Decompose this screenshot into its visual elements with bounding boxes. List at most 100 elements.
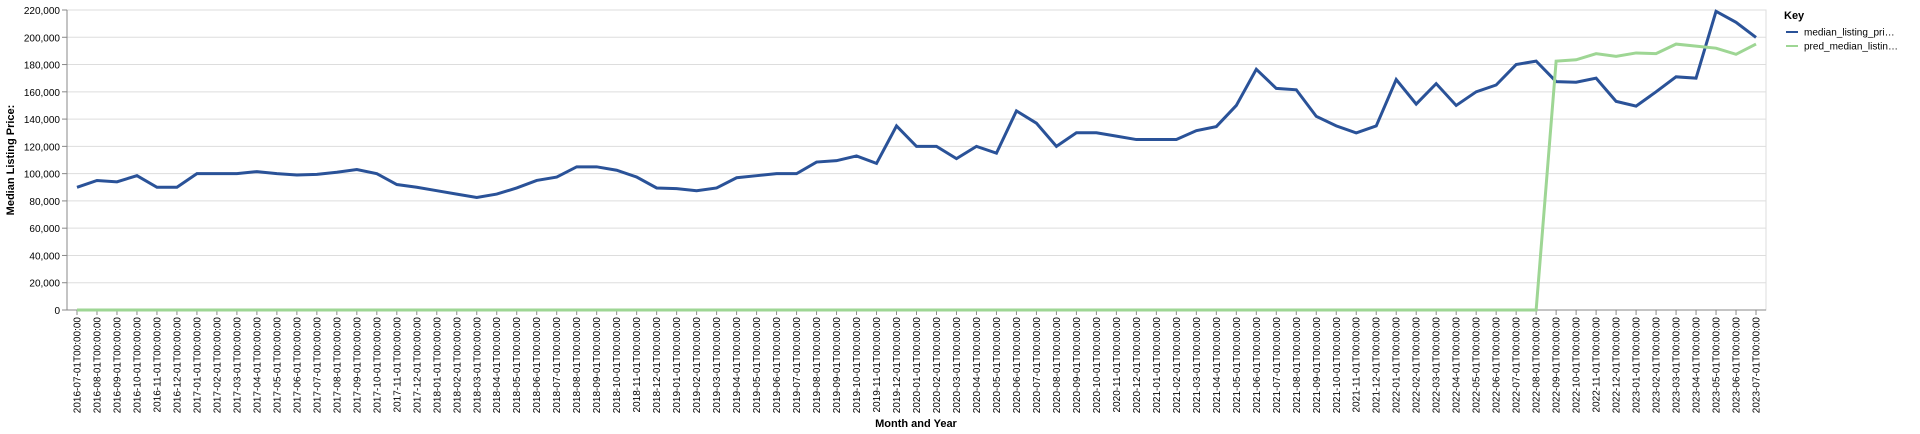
- x-tick-label: 2018-01-01T00:00:00: [432, 317, 443, 414]
- x-tick-label: 2017-07-01T00:00:00: [312, 317, 323, 414]
- x-tick-label: 2019-04-01T00:00:00: [732, 317, 743, 414]
- y-tick-label: 80,000: [29, 197, 60, 208]
- legend-label: median_listing_pri…: [1804, 28, 1895, 39]
- x-tick-label: 2021-11-01T00:00:00: [1352, 317, 1363, 413]
- x-tick-label: 2017-11-01T00:00:00: [392, 317, 403, 413]
- y-tick-label: 0: [54, 306, 60, 317]
- x-tick-label: 2019-08-01T00:00:00: [812, 317, 823, 414]
- x-tick-label: 2022-06-01T00:00:00: [1492, 317, 1503, 414]
- x-tick-label: 2022-03-01T00:00:00: [1432, 317, 1443, 414]
- x-tick-label: 2020-04-01T00:00:00: [972, 317, 983, 414]
- x-tick-label: 2022-02-01T00:00:00: [1412, 317, 1423, 414]
- x-tick-label: 2022-05-01T00:00:00: [1472, 317, 1483, 414]
- x-tick-label: 2023-03-01T00:00:00: [1672, 317, 1683, 414]
- x-tick-label: 2020-11-01T00:00:00: [1112, 317, 1123, 413]
- y-tick-label: 140,000: [24, 115, 61, 126]
- x-tick-label: 2016-11-01T00:00:00: [152, 317, 163, 413]
- x-tick-label: 2018-03-01T00:00:00: [472, 317, 483, 414]
- y-tick-label: 200,000: [24, 33, 61, 44]
- x-tick-label: 2020-08-01T00:00:00: [1052, 317, 1063, 414]
- x-tick-label: 2019-02-01T00:00:00: [692, 317, 703, 414]
- y-tick-label: 160,000: [24, 88, 61, 99]
- x-tick-label: 2023-06-01T00:00:00: [1732, 317, 1743, 414]
- line: [76, 9, 1757, 200]
- x-tick-label: 2018-08-01T00:00:00: [572, 317, 583, 414]
- x-tick-label: 2021-05-01T00:00:00: [1232, 317, 1243, 414]
- x-tick-label: 2021-01-01T00:00:00: [1152, 317, 1163, 414]
- x-tick-label: 2023-05-01T00:00:00: [1712, 317, 1723, 414]
- y-tick-label: 60,000: [29, 224, 60, 235]
- x-tick-label: 2021-10-01T00:00:00: [1332, 317, 1343, 414]
- x-tick-label: 2019-12-01T00:00:00: [892, 317, 903, 414]
- x-tick-label: 2017-04-01T00:00:00: [252, 317, 263, 414]
- x-tick-label: 2019-07-01T00:00:00: [792, 317, 803, 414]
- x-tick-label: 2021-03-01T00:00:00: [1192, 317, 1203, 414]
- x-tick-label: 2016-07-01T00:00:00: [72, 317, 83, 414]
- x-tick-label: 2023-04-01T00:00:00: [1692, 317, 1703, 414]
- x-tick-label: 2019-01-01T00:00:00: [672, 317, 683, 414]
- x-tick-label: 2021-08-01T00:00:00: [1292, 317, 1303, 414]
- x-tick-label: 2017-02-01T00:00:00: [212, 317, 223, 414]
- x-tick-label: 2018-06-01T00:00:00: [532, 317, 543, 414]
- x-tick-label: 2021-07-01T00:00:00: [1272, 317, 1283, 414]
- x-tick-label: 2019-11-01T00:00:00: [872, 317, 883, 413]
- x-tick-label: 2021-12-01T00:00:00: [1372, 317, 1383, 414]
- x-tick-label: 2017-01-01T00:00:00: [192, 317, 203, 414]
- line: [76, 42, 1757, 312]
- y-tick-label: 220,000: [24, 6, 61, 17]
- x-tick-label: 2018-05-01T00:00:00: [512, 317, 523, 414]
- x-tick-label: 2022-01-01T00:00:00: [1392, 317, 1403, 414]
- x-tick-label: 2017-05-01T00:00:00: [272, 317, 283, 414]
- x-tick-label: 2021-02-01T00:00:00: [1172, 317, 1183, 414]
- legend-title: Key: [1784, 10, 1805, 22]
- x-tick-label: 2018-02-01T00:00:00: [452, 317, 463, 414]
- y-tick-label: 180,000: [24, 61, 61, 72]
- y-tick-label: 120,000: [24, 142, 61, 153]
- x-tick-label: 2021-09-01T00:00:00: [1312, 317, 1323, 414]
- x-tick-label: 2019-09-01T00:00:00: [832, 317, 843, 414]
- x-tick-label: 2021-06-01T00:00:00: [1252, 317, 1263, 414]
- x-tick-label: 2023-02-01T00:00:00: [1652, 317, 1663, 414]
- x-tick-label: 2020-02-01T00:00:00: [932, 317, 943, 414]
- x-tick-label: 2022-07-01T00:00:00: [1512, 317, 1523, 414]
- x-tick-label: 2018-04-01T00:00:00: [492, 317, 503, 414]
- y-tick-label: 20,000: [29, 279, 60, 290]
- x-tick-label: 2017-08-01T00:00:00: [332, 317, 343, 414]
- x-tick-label: 2016-08-01T00:00:00: [92, 317, 103, 414]
- x-tick-label: 2020-09-01T00:00:00: [1072, 317, 1083, 414]
- x-tick-label: 2018-09-01T00:00:00: [592, 317, 603, 414]
- x-tick-label: 2019-10-01T00:00:00: [852, 317, 863, 414]
- x-tick-label: 2022-11-01T00:00:00: [1592, 317, 1603, 413]
- x-tick-label: 2016-09-01T00:00:00: [112, 317, 123, 414]
- x-tick-label: 2022-09-01T00:00:00: [1552, 317, 1563, 414]
- x-tick-label: 2022-08-01T00:00:00: [1532, 317, 1543, 414]
- x-tick-label: 2018-11-01T00:00:00: [632, 317, 643, 413]
- x-tick-label: 2016-10-01T00:00:00: [132, 317, 143, 414]
- x-tick-label: 2022-10-01T00:00:00: [1572, 317, 1583, 414]
- x-tick-label: 2020-07-01T00:00:00: [1032, 317, 1043, 414]
- x-tick-label: 2019-06-01T00:00:00: [772, 317, 783, 414]
- x-axis-title: Month and Year: [875, 418, 957, 430]
- x-tick-label: 2022-12-01T00:00:00: [1612, 317, 1623, 414]
- x-tick-label: 2017-03-01T00:00:00: [232, 317, 243, 414]
- x-tick-label: 2023-01-01T00:00:00: [1632, 317, 1643, 414]
- x-tick-label: 2020-12-01T00:00:00: [1132, 317, 1143, 414]
- x-tick-label: 2021-04-01T00:00:00: [1212, 317, 1223, 414]
- x-tick-label: 2020-01-01T00:00:00: [912, 317, 923, 414]
- y-tick-label: 40,000: [29, 251, 60, 262]
- x-tick-label: 2018-10-01T00:00:00: [612, 317, 623, 414]
- legend-label: pred_median_listin…: [1804, 42, 1898, 53]
- x-tick-label: 2017-09-01T00:00:00: [352, 317, 363, 414]
- x-tick-label: 2018-07-01T00:00:00: [552, 317, 563, 414]
- x-tick-label: 2017-06-01T00:00:00: [292, 317, 303, 414]
- plot-frame: [66, 9, 1767, 311]
- x-tick-label: 2017-10-01T00:00:00: [372, 317, 383, 414]
- x-tick-label: 2020-06-01T00:00:00: [1012, 317, 1023, 414]
- x-tick-label: 2023-07-01T00:00:00: [1752, 317, 1763, 414]
- x-tick-label: 2019-05-01T00:00:00: [752, 317, 763, 414]
- x-tick-label: 2017-12-01T00:00:00: [412, 317, 423, 414]
- y-tick-label: 100,000: [24, 170, 61, 181]
- x-tick-label: 2020-05-01T00:00:00: [992, 317, 1003, 414]
- x-tick-label: 2020-03-01T00:00:00: [952, 317, 963, 414]
